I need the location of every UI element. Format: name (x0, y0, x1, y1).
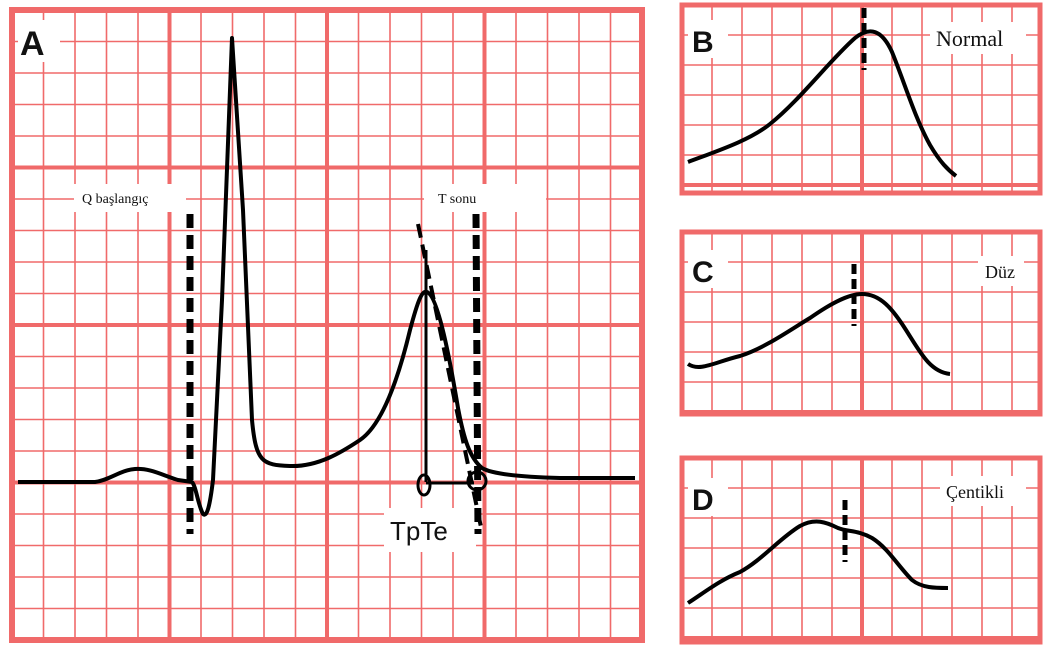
panel-c-letter-bg (688, 250, 728, 288)
panel-d-caption: Çentikli (946, 482, 1004, 502)
panel-b-caption: Normal (936, 26, 1003, 51)
q-onset-label-bg (74, 184, 186, 212)
panel-d: D Çentikli (679, 455, 1043, 645)
panel-a-letter-bg (18, 20, 60, 62)
t-wave-notched (686, 519, 949, 605)
t-wave-flat (686, 291, 951, 376)
q-onset-label: Q başlangıç (82, 192, 148, 207)
tpte-end-marker (466, 470, 488, 492)
t-wave-normal (687, 29, 958, 178)
panel-a-border (9, 7, 645, 643)
panel-c-caption-bg (978, 256, 1024, 286)
panel-d-letter-bg (688, 478, 728, 516)
tpte-label: TpTe (390, 516, 448, 546)
panel-a-letter: A (20, 25, 45, 63)
t-end-label: T sonu (438, 192, 476, 207)
panel-c-border (679, 229, 1043, 417)
panel-d-caption-bg (940, 476, 1026, 506)
panel-b-border (679, 2, 1043, 196)
panel-a-grid (12, 10, 642, 640)
panel-b-letter: B (692, 26, 714, 59)
panel-d-border (679, 455, 1043, 645)
tangent-marker (416, 223, 484, 533)
panel-c: C Düz (679, 229, 1043, 417)
panel-c-caption: Düz (985, 262, 1015, 282)
panel-c-letter: C (692, 256, 714, 289)
panel-b: B Normal (679, 2, 1043, 196)
panel-b-caption-bg (930, 22, 1026, 54)
t-end-label-bg (424, 184, 546, 212)
panel-b-letter-bg (688, 20, 728, 58)
tpte-start-marker (416, 473, 432, 497)
panel-a: A Q başlangıç T sonu TpTe (9, 7, 645, 643)
t-end-marker (472, 213, 482, 535)
tpte-label-bg (384, 508, 476, 552)
panel-d-letter: D (692, 484, 714, 517)
